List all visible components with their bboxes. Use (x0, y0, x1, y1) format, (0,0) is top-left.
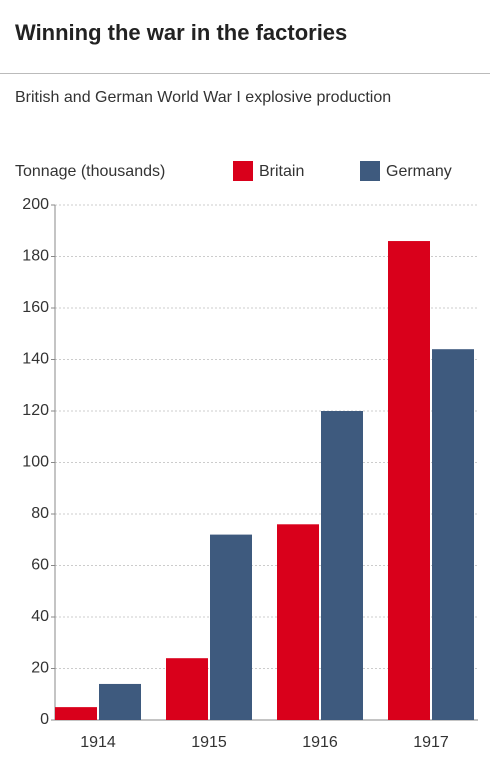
x-tick-label: 1917 (413, 734, 449, 751)
y-tick-label: 20 (31, 660, 49, 677)
bar (166, 658, 208, 720)
chart-subtitle: British and German World War I explosive… (15, 89, 392, 106)
x-tick-label: 1914 (80, 734, 116, 751)
y-tick-label: 120 (22, 402, 49, 419)
chart-title: Winning the war in the factories (15, 20, 348, 45)
bar (388, 241, 430, 721)
y-tick-label: 60 (31, 557, 49, 574)
legend-swatch (360, 161, 380, 181)
bar (210, 534, 252, 720)
bar (432, 349, 474, 720)
y-tick-label: 40 (31, 608, 49, 625)
bar (99, 683, 141, 720)
divider (0, 73, 490, 74)
legend-label: Britain (259, 163, 304, 180)
legend-swatch (233, 161, 253, 181)
legend-label: Germany (386, 163, 452, 180)
y-tick-label: 140 (22, 351, 49, 368)
y-tick-label: 0 (40, 711, 49, 728)
y-axis-label: Tonnage (thousands) (15, 163, 165, 180)
y-tick-label: 200 (22, 196, 49, 213)
y-tick-label: 160 (22, 299, 49, 316)
y-tick-label: 180 (22, 248, 49, 265)
x-tick-label: 1916 (302, 734, 338, 751)
bar (277, 524, 319, 720)
y-tick-label: 100 (22, 454, 49, 471)
bar (321, 411, 363, 720)
bar (55, 707, 97, 720)
x-tick-label: 1915 (191, 734, 227, 751)
y-tick-label: 80 (31, 505, 49, 522)
